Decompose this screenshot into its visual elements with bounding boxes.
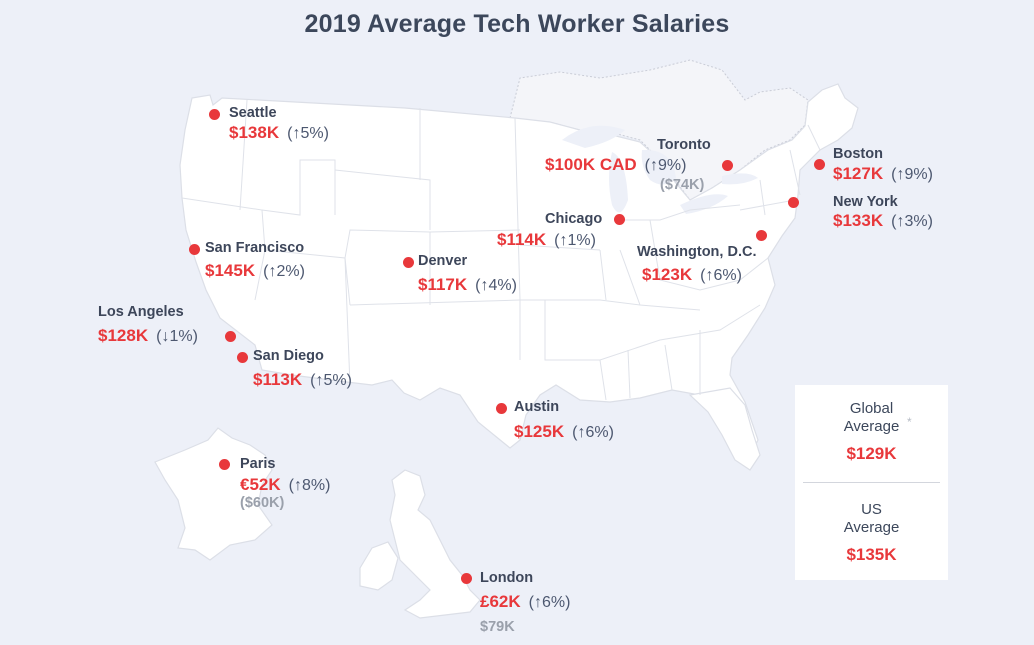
city-name: Los Angeles bbox=[98, 304, 184, 320]
salary-line: $117K (↑4%) bbox=[418, 276, 517, 294]
salary-value: $133K bbox=[833, 211, 884, 230]
salary-line: $138K (↑5%) bbox=[229, 124, 329, 142]
location-dot-icon bbox=[461, 573, 472, 584]
salary-value: $100K CAD bbox=[545, 155, 637, 174]
salary-line: $127K (↑9%) bbox=[833, 165, 933, 183]
lake-superior bbox=[562, 125, 625, 148]
city-name: Toronto bbox=[657, 137, 711, 153]
location-dot-icon bbox=[237, 352, 248, 363]
salary-change: (↑2%) bbox=[263, 263, 305, 280]
location-dot-icon bbox=[814, 159, 825, 170]
city-name: Austin bbox=[514, 399, 560, 415]
salary-value: $138K bbox=[229, 123, 280, 142]
salary-change: (↑9%) bbox=[644, 157, 687, 174]
us-average-value: $135K bbox=[846, 545, 897, 564]
averages-panel: Global Average * $129K US Average $135K bbox=[795, 385, 948, 580]
location-dot-icon bbox=[403, 257, 414, 268]
salary-change: (↑6%) bbox=[700, 267, 742, 284]
converted-salary: ($60K) bbox=[240, 495, 285, 511]
state-borders bbox=[181, 99, 821, 401]
city-name: Paris bbox=[240, 456, 276, 472]
lake-ontario bbox=[722, 173, 758, 185]
salary-line: $123K (↑6%) bbox=[642, 266, 742, 284]
salary-line: €52K (↑8%) bbox=[240, 476, 330, 494]
city-name: Seattle bbox=[229, 105, 277, 121]
salary-change: (↓1%) bbox=[156, 328, 198, 345]
salary-value: $145K bbox=[205, 261, 256, 280]
city-name: San Diego bbox=[253, 348, 324, 364]
salary-value: €52K bbox=[240, 475, 281, 494]
city-name: Boston bbox=[833, 146, 883, 162]
location-dot-icon bbox=[209, 109, 220, 120]
canada-region bbox=[509, 59, 809, 201]
divider bbox=[803, 482, 940, 483]
salary-line: $133K (↑3%) bbox=[833, 212, 933, 230]
florida-land bbox=[688, 387, 761, 471]
france-land bbox=[154, 427, 273, 561]
salary-change: (↑3%) bbox=[891, 213, 933, 230]
salary-value: £62K bbox=[480, 592, 521, 611]
location-dot-icon bbox=[614, 214, 625, 225]
global-average-value: $129K bbox=[846, 444, 897, 463]
city-name: San Francisco bbox=[205, 240, 305, 256]
salary-change: (↑5%) bbox=[310, 372, 352, 389]
footnote-asterisk: * bbox=[907, 415, 912, 429]
salary-change: (↑1%) bbox=[554, 232, 596, 249]
chart-title: 2019 Average Tech Worker Salaries bbox=[304, 10, 730, 38]
global-average-label-line2: Average bbox=[843, 418, 900, 435]
location-dot-icon bbox=[219, 459, 230, 470]
salary-line: $145K (↑2%) bbox=[205, 262, 305, 280]
converted-salary: $79K bbox=[480, 619, 515, 635]
salary-value: $113K bbox=[253, 370, 303, 389]
salary-line: $100K CAD (↑9%) bbox=[545, 156, 686, 174]
lake-michigan bbox=[609, 152, 628, 213]
salary-line: $114K (↑1%) bbox=[497, 231, 596, 249]
salary-change: (↑4%) bbox=[475, 277, 517, 294]
salary-value: $123K bbox=[642, 265, 693, 284]
us-average-label-line2: Average bbox=[843, 519, 900, 536]
ireland-land bbox=[359, 541, 399, 591]
salary-change: (↑6%) bbox=[528, 594, 571, 611]
salary-value: $117K bbox=[418, 275, 468, 294]
city-name: Chicago bbox=[545, 211, 603, 227]
city-name: London bbox=[480, 570, 534, 586]
salary-value: $127K bbox=[833, 164, 884, 183]
salary-value: $128K bbox=[98, 326, 149, 345]
lake-erie bbox=[680, 194, 728, 214]
salary-line: $125K (↑6%) bbox=[514, 423, 614, 441]
uk-land bbox=[389, 469, 481, 619]
us-average-label-line1: US bbox=[861, 501, 882, 518]
city-name: Denver bbox=[418, 253, 468, 269]
salary-change: (↑8%) bbox=[288, 477, 331, 494]
salary-line: £62K (↑6%) bbox=[480, 593, 570, 611]
lake-huron bbox=[641, 149, 676, 185]
salary-change: (↑5%) bbox=[287, 125, 329, 142]
global-average-label-line1: Global bbox=[849, 400, 894, 417]
location-dot-icon bbox=[722, 160, 733, 171]
salary-value: $125K bbox=[514, 422, 565, 441]
location-dot-icon bbox=[756, 230, 767, 241]
location-dot-icon bbox=[788, 197, 799, 208]
salary-line: $113K (↑5%) bbox=[253, 371, 352, 389]
location-dot-icon bbox=[189, 244, 200, 255]
salary-change: (↑6%) bbox=[572, 424, 614, 441]
salary-line: $128K (↓1%) bbox=[98, 327, 198, 345]
converted-salary: ($74K) bbox=[660, 177, 705, 193]
location-dot-icon bbox=[225, 331, 236, 342]
location-dot-icon bbox=[496, 403, 507, 414]
salary-change: (↑9%) bbox=[891, 166, 933, 183]
salary-value: $114K bbox=[497, 230, 547, 249]
city-name: Washington, D.C. bbox=[637, 244, 757, 260]
city-name: New York bbox=[833, 194, 898, 210]
